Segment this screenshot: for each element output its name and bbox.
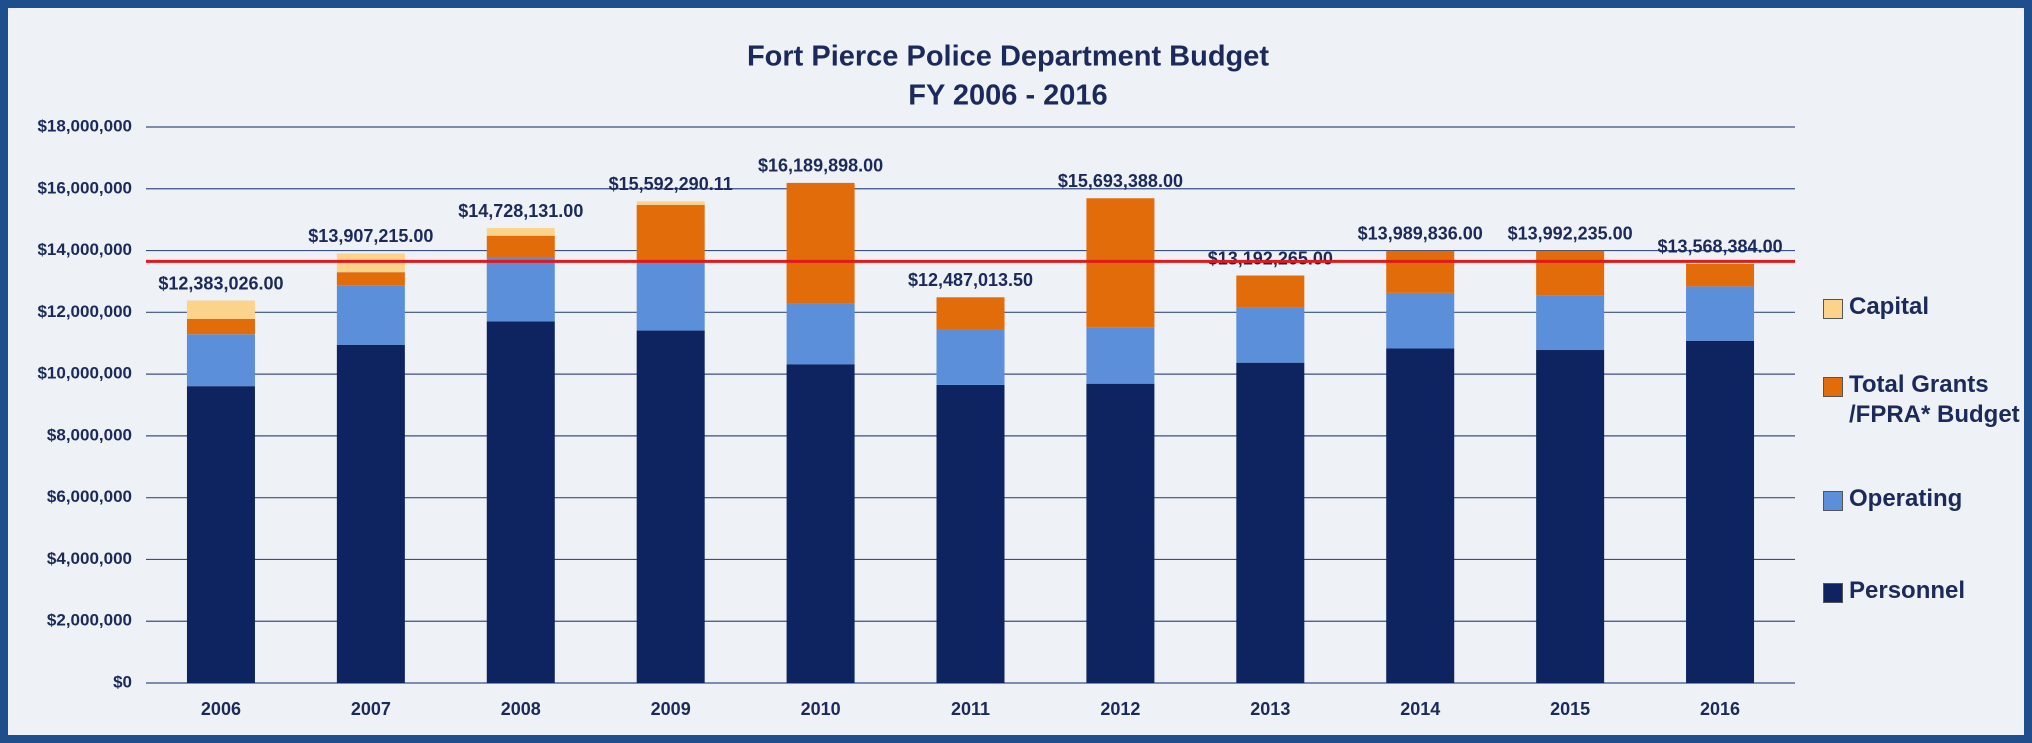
total-label: $12,487,013.50 <box>908 270 1033 290</box>
legend-item: Operating <box>1823 485 2029 514</box>
bar-segment <box>1536 250 1605 296</box>
bar-segment <box>636 201 705 205</box>
bar-segment <box>336 285 405 345</box>
bar-segment <box>486 321 555 683</box>
y-tick-label: $0 <box>113 672 132 691</box>
y-tick-label: $16,000,000 <box>37 178 132 197</box>
bar-segment <box>1236 362 1305 683</box>
bar-segment <box>1086 327 1155 384</box>
bar-segment <box>1086 198 1155 328</box>
total-label: $13,907,215.00 <box>308 226 433 246</box>
bar-segment <box>636 330 705 683</box>
chart-subtitle: FY 2006 - 2016 <box>908 80 1107 112</box>
legend-swatch <box>1823 377 1843 397</box>
bar-segment <box>1686 340 1755 683</box>
y-tick-label: $8,000,000 <box>47 425 132 444</box>
bar-segment <box>1536 295 1605 351</box>
bar-segment <box>636 261 705 331</box>
bar-segment <box>486 257 555 322</box>
bar-segment <box>336 272 405 286</box>
x-tick-label: 2006 <box>201 699 241 719</box>
x-tick-label: 2007 <box>351 699 391 719</box>
legend-label: Total Grants /FPRA* Budget <box>1849 371 2020 428</box>
total-label: $13,992,235.00 <box>1508 224 1633 244</box>
chart-title: Fort Pierce Police Department Budget <box>747 41 1269 73</box>
bar-segment <box>786 364 855 683</box>
total-label: $14,728,131.00 <box>458 201 583 221</box>
x-tick-label: 2014 <box>1400 699 1440 719</box>
legend-swatch <box>1823 299 1843 319</box>
bar-segment <box>636 204 705 262</box>
bar-segment <box>786 182 855 304</box>
total-label: $16,189,898.00 <box>758 156 883 176</box>
x-tick-label: 2010 <box>801 699 841 719</box>
legend-item: Capital <box>1823 293 2029 322</box>
y-tick-label: $10,000,000 <box>37 364 132 383</box>
legend-label: Personnel <box>1849 577 1966 604</box>
legend-item: Personnel <box>1823 577 2029 606</box>
chart-frame: Fort Pierce Police Department Budget FY … <box>8 8 2024 735</box>
x-tick-label: 2012 <box>1100 699 1140 719</box>
bar-segment <box>936 329 1005 385</box>
bar-segment <box>336 344 405 683</box>
bar-segment <box>186 300 255 319</box>
bar-segment <box>486 235 555 258</box>
bar-segment <box>936 384 1005 683</box>
bar-segment <box>1686 286 1755 341</box>
y-tick-label: $14,000,000 <box>37 240 132 259</box>
bar-segment <box>1686 263 1755 287</box>
y-tick-label: $6,000,000 <box>47 487 132 506</box>
y-tick-label: $12,000,000 <box>37 302 132 321</box>
total-label: $13,192,265.00 <box>1208 248 1333 268</box>
chart: Fort Pierce Police Department Budget FY … <box>37 41 1795 719</box>
total-label: $13,568,384.00 <box>1657 237 1782 257</box>
total-label: $15,592,290.11 <box>609 174 733 194</box>
bar-segment <box>1386 292 1455 349</box>
bar-segment <box>1086 383 1155 683</box>
total-label: $15,693,388.00 <box>1058 171 1183 191</box>
bar-segment <box>936 297 1005 330</box>
x-tick-label: 2009 <box>651 699 691 719</box>
x-tick-label: 2016 <box>1700 699 1740 719</box>
bar-segment <box>1386 250 1455 293</box>
bar-segment <box>486 228 555 236</box>
legend-label: Operating <box>1849 485 1963 512</box>
legend-swatch <box>1823 583 1843 603</box>
legend-swatch <box>1823 491 1843 511</box>
y-tick-label: $2,000,000 <box>47 611 132 630</box>
bar-segment <box>786 303 855 365</box>
legend-item: Total Grants /FPRA* Budget <box>1823 371 2029 430</box>
x-tick-label: 2011 <box>951 699 990 719</box>
total-label: $13,989,836.00 <box>1358 224 1483 244</box>
y-tick-label: $4,000,000 <box>47 549 132 568</box>
y-tick-label: $18,000,000 <box>37 116 132 135</box>
bar-segment <box>186 334 255 387</box>
x-tick-label: 2008 <box>501 699 541 719</box>
legend-label: Capital <box>1849 293 1930 320</box>
x-tick-label: 2013 <box>1250 699 1290 719</box>
bar-segment <box>186 386 255 683</box>
bar-segment <box>1236 307 1305 363</box>
x-tick-label: 2015 <box>1550 699 1590 719</box>
bar-segment <box>1536 350 1605 683</box>
bar-segment <box>186 318 255 335</box>
bar-segment <box>1236 275 1305 308</box>
bar-segment <box>1386 348 1455 683</box>
total-label: $12,383,026.00 <box>158 273 283 293</box>
